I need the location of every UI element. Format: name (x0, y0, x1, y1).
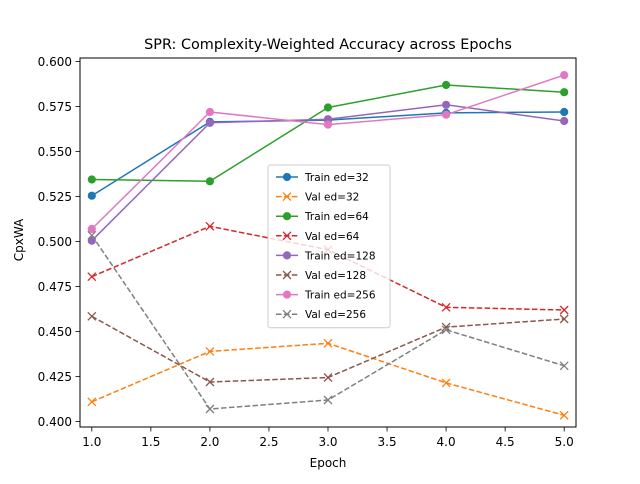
data-point (206, 108, 213, 115)
data-point (561, 117, 568, 124)
data-point (206, 119, 213, 126)
data-point (88, 176, 95, 183)
x-tick-label: 3.0 (318, 435, 337, 449)
data-point (561, 72, 568, 79)
legend-swatch-marker (283, 173, 290, 180)
x-axis-label: Epoch (310, 456, 347, 470)
y-tick-label: 0.550 (38, 145, 72, 159)
y-tick-label: 0.400 (38, 415, 72, 429)
x-tick-label: 4.0 (437, 435, 456, 449)
y-tick-label: 0.450 (38, 325, 72, 339)
data-point (442, 101, 449, 108)
x-tick-label: 5.0 (555, 435, 574, 449)
y-tick-label: 0.500 (38, 235, 72, 249)
legend-label: Val ed=256 (305, 309, 366, 321)
legend-label: Val ed=32 (305, 192, 359, 204)
data-point (442, 111, 449, 118)
y-tick-label: 0.525 (38, 190, 72, 204)
legend-label: Train ed=32 (304, 172, 369, 184)
legend-label: Train ed=256 (304, 290, 376, 302)
legend-label: Val ed=128 (305, 270, 366, 282)
legend-label: Train ed=64 (304, 211, 369, 223)
legend-box (268, 165, 390, 328)
y-tick-label: 0.575 (38, 100, 72, 114)
x-tick-label: 1.0 (82, 435, 101, 449)
data-point (88, 225, 95, 232)
data-point (88, 192, 95, 199)
legend-label: Train ed=128 (304, 250, 376, 262)
legend: Train ed=32 Val ed=32 Train ed=64 Val ed=64… (268, 165, 390, 328)
x-tick-label: 2.5 (259, 435, 278, 449)
data-point (561, 89, 568, 96)
data-point (561, 108, 568, 115)
y-tick-label: 0.475 (38, 280, 72, 294)
x-tick-label: 3.5 (378, 435, 397, 449)
y-tick-label: 0.425 (38, 370, 72, 384)
x-tick-label: 1.5 (141, 435, 160, 449)
legend-swatch-marker (283, 291, 290, 298)
data-point (206, 178, 213, 185)
x-tick-label: 2.0 (200, 435, 219, 449)
data-point (324, 121, 331, 128)
legend-swatch-marker (283, 252, 290, 259)
legend-swatch-marker (283, 213, 290, 220)
legend-label: Val ed=64 (305, 231, 360, 243)
x-tick-label: 4.5 (496, 435, 515, 449)
data-point (442, 81, 449, 88)
data-point (324, 104, 331, 111)
y-axis-label: CpxWA (12, 218, 26, 261)
chart-title: SPR: Complexity-Weighted Accuracy across… (144, 37, 512, 53)
y-tick-label: 0.600 (38, 55, 72, 69)
